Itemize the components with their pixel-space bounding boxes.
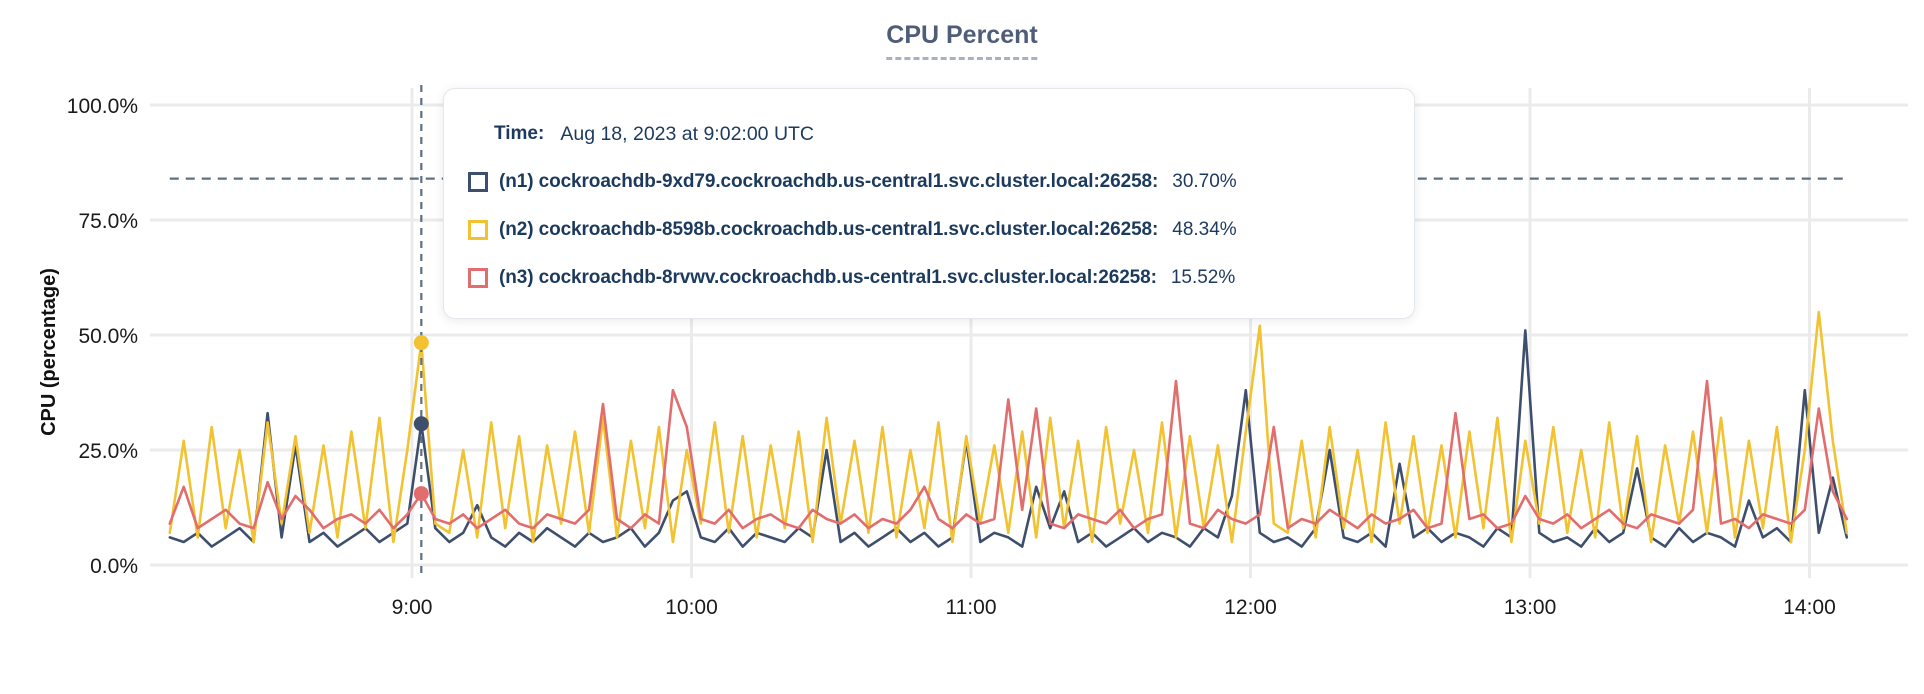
series-swatch-n2-icon [468, 220, 488, 240]
tooltip-series-name-n1: (n1) cockroachdb-9xd79.cockroachdb.us-ce… [499, 171, 1159, 192]
y-tick-label: 25.0% [78, 440, 138, 463]
x-tick-label: 9:00 [392, 596, 433, 619]
x-tick-label: 10:00 [665, 596, 718, 619]
tooltip-series-row-n2: (n2) cockroachdb-8598b.cockroachdb.us-ce… [468, 218, 1386, 242]
series-line-n1 [168, 329, 1849, 548]
tooltip-series-value-n1: 30.70% [1172, 171, 1237, 192]
y-tick-label: 75.0% [78, 210, 138, 233]
x-tick-label: 13:00 [1504, 596, 1557, 619]
y-tick-label: 100.0% [67, 95, 138, 118]
x-tick-label: 14:00 [1783, 596, 1836, 619]
x-tick-label: 12:00 [1224, 596, 1277, 619]
y-axis-label: CPU (percentage) [38, 268, 60, 436]
y-tick-label: 50.0% [78, 325, 138, 348]
tooltip-series-value-n2: 48.34% [1172, 219, 1237, 240]
hover-dot-n3 [413, 486, 429, 502]
tooltip-series-value-n3: 15.52% [1170, 267, 1236, 288]
hover-dot-n1 [413, 416, 429, 432]
series-swatch-n3-icon [468, 268, 488, 288]
chart-title[interactable]: CPU Percent [886, 21, 1038, 60]
tooltip-series-row-n3: (n3) cockroachdb-8rvwv.cockroachdb.us-ce… [468, 266, 1386, 290]
series-line-n3 [168, 379, 1849, 530]
tooltip-time-row: Time: Aug 18, 2023 at 9:02:00 UTC [494, 122, 1386, 146]
tooltip-time-label: Time: [494, 123, 545, 144]
y-tick-label: 0.0% [90, 555, 138, 578]
hover-dot-n2 [413, 335, 429, 351]
chart-tooltip: Time: Aug 18, 2023 at 9:02:00 UTC (n1) c… [443, 88, 1415, 319]
x-tick-label: 11:00 [946, 596, 997, 619]
series-line-n2 [168, 310, 1849, 544]
tooltip-series-name-n2: (n2) cockroachdb-8598b.cockroachdb.us-ce… [499, 219, 1159, 240]
series-swatch-n1-icon [468, 172, 488, 192]
tooltip-series-name-n3: (n3) cockroachdb-8rvwv.cockroachdb.us-ce… [499, 267, 1157, 288]
tooltip-series-row-n1: (n1) cockroachdb-9xd79.cockroachdb.us-ce… [468, 170, 1386, 194]
tooltip-time-value: Aug 18, 2023 at 9:02:00 UTC [560, 122, 815, 145]
